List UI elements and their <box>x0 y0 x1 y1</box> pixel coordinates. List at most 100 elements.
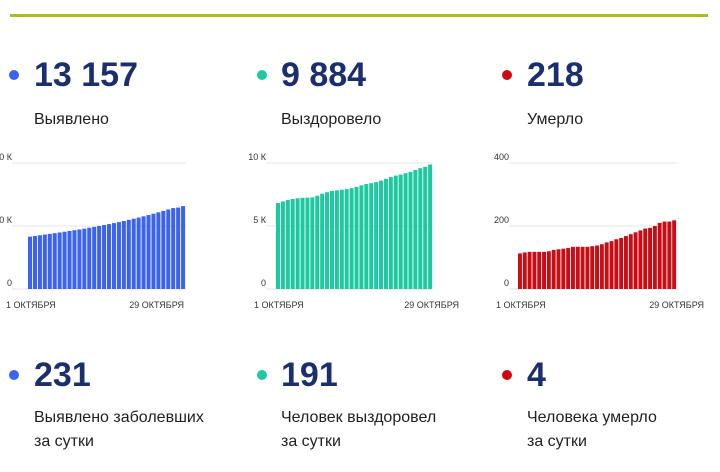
y-tick-label: 0 <box>504 278 509 288</box>
chart-bar <box>131 218 136 289</box>
chart-bar <box>121 221 126 289</box>
chart-bar <box>599 244 604 289</box>
chart-bar <box>329 190 334 289</box>
total-detected-label: Выявлено <box>34 111 109 128</box>
chart-bar <box>590 246 595 289</box>
chart-bar <box>566 248 571 289</box>
chart-bar <box>628 234 633 289</box>
chart-bar <box>423 166 428 289</box>
chart-bar <box>52 233 57 289</box>
detected-chart: 0 10 К 20 К 1 ОКТЯБРЯ 29 ОКТЯБРЯ <box>0 152 186 310</box>
chart-bar <box>585 246 590 289</box>
daily-detected-value: 231 <box>34 356 91 394</box>
chart-bar <box>87 227 92 289</box>
y-tick-label: 0 <box>7 278 12 288</box>
died-dot-icon <box>502 70 512 80</box>
chart-bar <box>300 197 305 289</box>
chart-bar <box>369 183 374 289</box>
chart-bar <box>609 241 614 289</box>
chart-bar <box>383 178 388 289</box>
chart-bar <box>418 168 423 289</box>
chart-bar <box>334 190 339 289</box>
chart-bar <box>580 246 585 289</box>
chart-bar <box>648 227 653 289</box>
daily-detected-label-line1: Выявлено заболевших <box>34 409 204 426</box>
chart-bar <box>77 229 82 289</box>
chart-bar <box>556 249 561 289</box>
y-tick-label: 400 <box>494 152 509 162</box>
chart-bar <box>575 246 580 289</box>
total-died-value: 218 <box>527 56 584 94</box>
chart-bar <box>111 223 116 289</box>
chart-bar <box>662 221 667 289</box>
chart-bar <box>107 224 112 289</box>
chart-bar <box>619 237 624 289</box>
chart-bar <box>290 198 295 289</box>
x-end-label: 29 ОКТЯБРЯ <box>404 300 459 310</box>
total-died-label: Умерло <box>527 111 584 128</box>
chart-bar <box>403 173 408 289</box>
chart-bar <box>280 201 285 289</box>
chart-bar <box>379 180 384 289</box>
y-tick-label: 5 К <box>253 215 267 225</box>
chart-bar <box>374 182 379 289</box>
chart-bar <box>542 251 547 289</box>
chart-bar <box>551 249 556 289</box>
daily-recovered-label-line1: Человек выздоровел <box>281 409 437 426</box>
daily-died-dot-icon <box>502 370 512 380</box>
daily-detected-dot-icon <box>9 370 19 380</box>
chart-bar <box>428 164 433 289</box>
chart-bar <box>413 169 418 289</box>
chart-bar <box>408 171 413 289</box>
chart-bar <box>571 246 575 289</box>
chart-bar <box>146 215 151 289</box>
x-start-label: 1 ОКТЯБРЯ <box>6 300 56 310</box>
chart-bar <box>28 236 33 289</box>
chart-bar <box>42 234 47 289</box>
chart-bar <box>667 221 672 289</box>
chart-bar <box>181 206 186 289</box>
chart-bar <box>136 217 141 289</box>
chart-bar <box>310 197 315 289</box>
chart-bar <box>522 252 527 289</box>
chart-bar <box>349 188 354 289</box>
chart-bar <box>141 216 146 289</box>
chart-bar <box>126 219 131 289</box>
chart-bar <box>614 239 619 289</box>
recovered-dot-icon <box>257 70 267 80</box>
chart-bar <box>546 251 551 289</box>
chart-bar <box>398 174 403 289</box>
chart-bar <box>652 226 657 289</box>
chart-bar <box>151 213 156 289</box>
chart-bar <box>176 207 181 289</box>
chart-bar <box>161 210 166 289</box>
chart-bar <box>393 175 398 289</box>
chart-bar <box>672 220 677 289</box>
x-end-label: 29 ОКТЯБРЯ <box>129 300 184 310</box>
detected-dot-icon <box>9 70 19 80</box>
y-tick-label: 20 К <box>0 152 13 162</box>
chart-bar <box>67 230 72 289</box>
chart-bar <box>354 186 359 289</box>
daily-recovered-value: 191 <box>281 356 338 394</box>
chart-bar <box>532 251 537 289</box>
chart-bar <box>116 222 121 289</box>
chart-bar <box>344 189 349 289</box>
chart-bar <box>276 203 281 289</box>
chart-bar <box>47 233 52 290</box>
chart-bar <box>643 228 648 289</box>
chart-bar <box>657 222 662 289</box>
y-tick-label: 200 <box>494 215 509 225</box>
chart-bar <box>166 209 171 289</box>
chart-bar <box>359 185 364 289</box>
x-start-label: 1 ОКТЯБРЯ <box>254 300 304 310</box>
chart-bar <box>57 232 62 289</box>
chart-bar <box>82 228 87 289</box>
daily-recovered-dot-icon <box>257 370 267 380</box>
chart-bar <box>339 189 344 289</box>
chart-bar <box>364 184 369 289</box>
chart-bar <box>388 177 393 289</box>
chart-bar <box>62 231 67 289</box>
chart-bar <box>325 192 330 289</box>
y-tick-label: 10 К <box>0 215 13 225</box>
